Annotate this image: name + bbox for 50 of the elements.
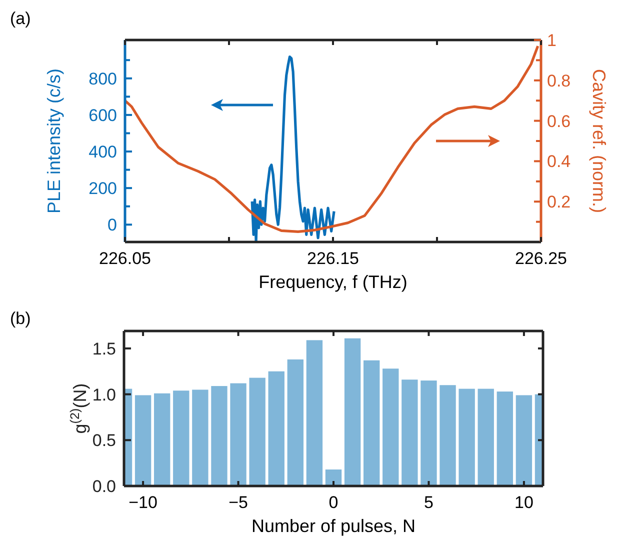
x-tick-label: −10 [128, 493, 158, 512]
bar [478, 388, 494, 486]
bar [192, 390, 208, 486]
y2-tick-label: 1 [547, 31, 556, 50]
bar [268, 371, 284, 486]
bar [154, 393, 170, 486]
x-tick-label: 226.15 [307, 249, 359, 268]
bar [287, 359, 304, 486]
y-tick-label: 0.5 [92, 431, 116, 450]
bar [363, 360, 380, 486]
y-axis-title: PLE intensity (c/s) [44, 68, 64, 214]
x-tick-label: 5 [424, 493, 434, 512]
bar [402, 380, 418, 486]
bar [420, 380, 437, 486]
x-tick-label: 226.05 [99, 249, 151, 268]
line-series [250, 56, 336, 242]
bar [382, 368, 399, 486]
y2-tick-label: 0.8 [547, 71, 571, 90]
y-tick-label: 1.5 [92, 339, 116, 358]
bar [516, 395, 532, 486]
chart-title: (b) [10, 309, 31, 328]
y-tick-label: 0 [108, 216, 117, 235]
y-tick-label: 1.0 [92, 385, 116, 404]
bar [458, 388, 475, 486]
y2-tick-label: 0.6 [547, 112, 571, 131]
x-axis-title: Frequency, f (THz) [258, 272, 408, 292]
bar [173, 390, 190, 486]
x-tick-label: −5 [228, 493, 248, 512]
y-tick-label: 400 [88, 142, 117, 162]
bar [211, 386, 228, 486]
y2-tick-label: 0.2 [547, 192, 571, 212]
y2-axis-title: Cavity ref. (norm.) [589, 68, 609, 214]
bar [134, 395, 152, 486]
bar [496, 392, 514, 486]
chart-title: (a) [10, 9, 31, 28]
x-tick-label: 0 [328, 493, 338, 512]
x-tick-label: 226.25 [515, 249, 567, 268]
bar [325, 469, 342, 486]
y2-tick-label: 0.4 [547, 152, 571, 172]
x-axis-title: Number of pulses, N [251, 516, 416, 536]
y-tick-label: 200 [88, 179, 117, 198]
y-tick-label: 800 [88, 69, 117, 88]
y-tick-label: 600 [88, 106, 117, 125]
bar [230, 383, 246, 486]
y-tick-label: 0.0 [92, 477, 116, 496]
bar [306, 340, 323, 486]
x-tick-label: 10 [514, 493, 534, 512]
bar [440, 385, 456, 486]
bar [344, 338, 361, 486]
bar [249, 378, 266, 486]
